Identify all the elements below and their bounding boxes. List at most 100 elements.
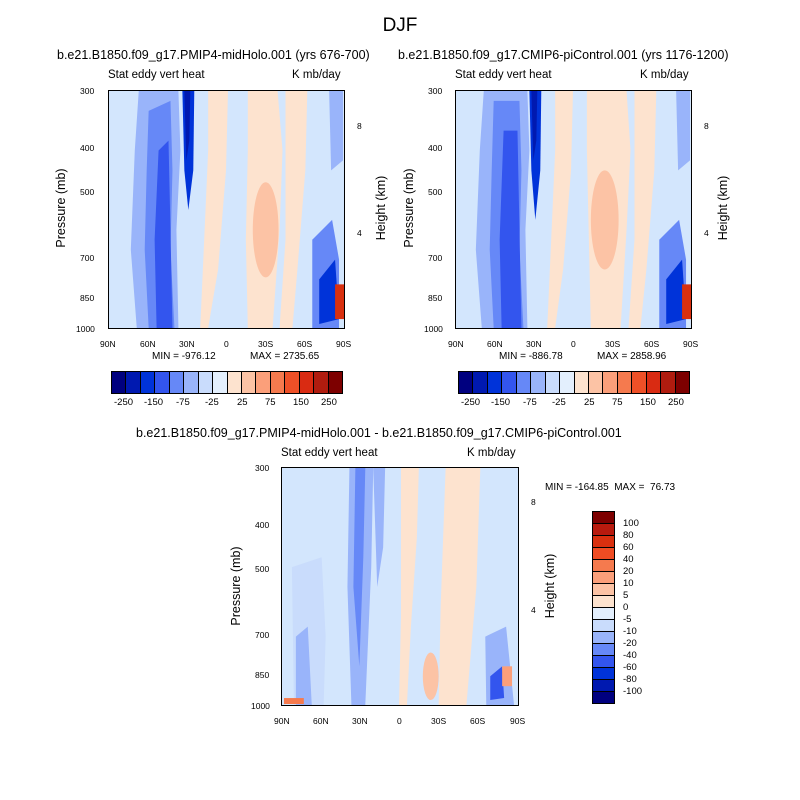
- colorbar-swatch: [593, 619, 614, 631]
- panel-1-ytick: 400: [80, 143, 95, 153]
- panel-1-cold-column-inner: [154, 140, 173, 328]
- colorbar-swatch: [593, 607, 614, 619]
- figure-title: DJF: [382, 15, 418, 36]
- panel-3-units-label: K mb/day: [467, 447, 516, 459]
- panel-1-ytick: 1000: [76, 324, 95, 334]
- panel-3-ytick: 850: [255, 670, 270, 680]
- colorbar-swatch: [284, 372, 299, 393]
- panel-3-cold-band-30n-inner: [353, 468, 366, 667]
- panel-2-colorbar-label: -75: [523, 397, 537, 408]
- panel-2-xtick: 60S: [644, 339, 660, 349]
- panel-2-max: MAX = 2858.96: [597, 351, 667, 362]
- panel-1-max: MAX = 2735.65: [250, 351, 320, 362]
- panel-1-title: b.e21.B1850.f09_g17.PMIP4-midHolo.001 (y…: [57, 48, 370, 62]
- panel-3-ytick: 1000: [251, 701, 270, 711]
- colorbar-swatch: [112, 372, 126, 393]
- panel-1-warm-band-30n: [200, 91, 228, 328]
- panel-1-xtick: 60N: [140, 339, 156, 349]
- colorbar-swatch: [154, 372, 169, 393]
- panel-2-xtick: 0: [571, 339, 576, 349]
- colorbar-swatch: [313, 372, 328, 393]
- panel-3-cold-band-20n: [373, 468, 386, 587]
- panel-2-colorbar-label: 25: [584, 397, 595, 408]
- colorbar-swatch: [559, 372, 574, 393]
- panel-3-ylabel: Pressure (mb): [229, 546, 243, 626]
- panel-3-colorbar-label: 5: [623, 590, 629, 601]
- panel-3-colorbar-label: -5: [623, 614, 632, 625]
- panel-3-colorbar-label: -20: [623, 638, 637, 649]
- panel-3-colorbar-label: 60: [623, 542, 634, 553]
- colorbar-swatch: [544, 372, 560, 393]
- colorbar-swatch: [472, 372, 487, 393]
- panel-3-colorbar-label: 40: [623, 554, 634, 565]
- colorbar-swatch: [125, 372, 140, 393]
- panel-3-warm-core: [422, 652, 439, 701]
- panel-1-colorbar: [111, 371, 343, 394]
- panel-3-xtick: 90S: [510, 716, 526, 726]
- colorbar-swatch: [593, 559, 614, 571]
- panel-3-xtick: 30N: [352, 716, 368, 726]
- panel-1-xtick: 60S: [297, 339, 313, 349]
- panel-1-ytick: 850: [80, 293, 95, 303]
- colorbar-swatch: [631, 372, 646, 393]
- panel-3-ytick: 300: [255, 463, 270, 473]
- colorbar-swatch: [197, 372, 213, 393]
- panel-1-colorbar-label: 250: [321, 397, 337, 408]
- colorbar-swatch: [593, 691, 614, 703]
- panel-3-polar-cold-inner: [490, 666, 505, 701]
- panel-1-colorbar-label: -25: [205, 397, 219, 408]
- colorbar-swatch: [168, 372, 184, 393]
- panel-1-units-label: K mb/day: [292, 69, 341, 81]
- panel-2-ytick: 300: [428, 86, 443, 96]
- colorbar-swatch: [593, 655, 614, 667]
- panel-3-title: b.e21.B1850.f09_g17.PMIP4-midHolo.001 - …: [136, 426, 622, 440]
- colorbar-swatch: [616, 372, 632, 393]
- panel-1-xtick: 90N: [100, 339, 116, 349]
- panel-2-colorbar-label: -150: [491, 397, 511, 408]
- panel-1-colorbar-label: -75: [176, 397, 190, 408]
- panel-3-xtick: 30S: [431, 716, 447, 726]
- panel-2-contour-plot: [455, 90, 692, 329]
- colorbar-swatch: [139, 372, 155, 393]
- panel-1-polar-cold-inner: [319, 259, 340, 325]
- panel-1-polar-cold-upper: [329, 91, 344, 171]
- panel-2-colorbar-label: 250: [668, 397, 684, 408]
- colorbar-swatch: [298, 372, 314, 393]
- panel-2-colorbar: [458, 371, 690, 394]
- panel-3-contour-plot: [281, 467, 519, 706]
- panel-3-cold-patch-60n-inner: [295, 626, 312, 705]
- colorbar-swatch: [593, 512, 614, 523]
- panel-3-colorbar-label: 0: [623, 602, 629, 613]
- panel-3-ytick: 400: [255, 520, 270, 530]
- colorbar-swatch: [593, 643, 614, 655]
- colorbar-swatch: [226, 372, 241, 393]
- panel-1-ytick: 700: [80, 253, 95, 263]
- panel-3-colorbar-label: -60: [623, 662, 637, 673]
- colorbar-swatch: [501, 372, 516, 393]
- colorbar-swatch: [593, 631, 614, 643]
- panel-2-warm-band-30n: [547, 91, 574, 328]
- colorbar-swatch: [593, 667, 614, 679]
- colorbar-swatch: [486, 372, 502, 393]
- panel-3-ylabel-right: Height (km): [543, 553, 557, 619]
- panel-3-colorbar: [592, 511, 615, 704]
- colorbar-swatch: [674, 372, 689, 393]
- panel-3-colorbar-label: -80: [623, 674, 637, 685]
- colorbar-swatch: [660, 372, 675, 393]
- panel-3-height-tick: 8: [531, 497, 536, 507]
- panel-2-xtick: 30S: [605, 339, 621, 349]
- panel-3-colorbar-label: 100: [623, 518, 639, 529]
- panel-2-ylabel-right: Height (km): [716, 175, 730, 241]
- panel-3-xtick: 60N: [313, 716, 329, 726]
- panel-2-ytick: 1000: [424, 324, 443, 334]
- panel-2-colorbar-label: -25: [552, 397, 566, 408]
- colorbar-swatch: [212, 372, 227, 393]
- panel-1-xtick: 30S: [258, 339, 274, 349]
- colorbar-swatch: [593, 595, 614, 607]
- colorbar-swatch: [459, 372, 473, 393]
- panel-2-variable-label: Stat eddy vert heat: [455, 69, 552, 81]
- panel-3-minmax: MIN = -164.85 MAX = 76.73: [545, 482, 676, 493]
- panel-1-warm-core: [252, 182, 279, 278]
- panel-1-polar-warm-spot: [335, 284, 344, 320]
- panel-2-xtick: 60N: [487, 339, 503, 349]
